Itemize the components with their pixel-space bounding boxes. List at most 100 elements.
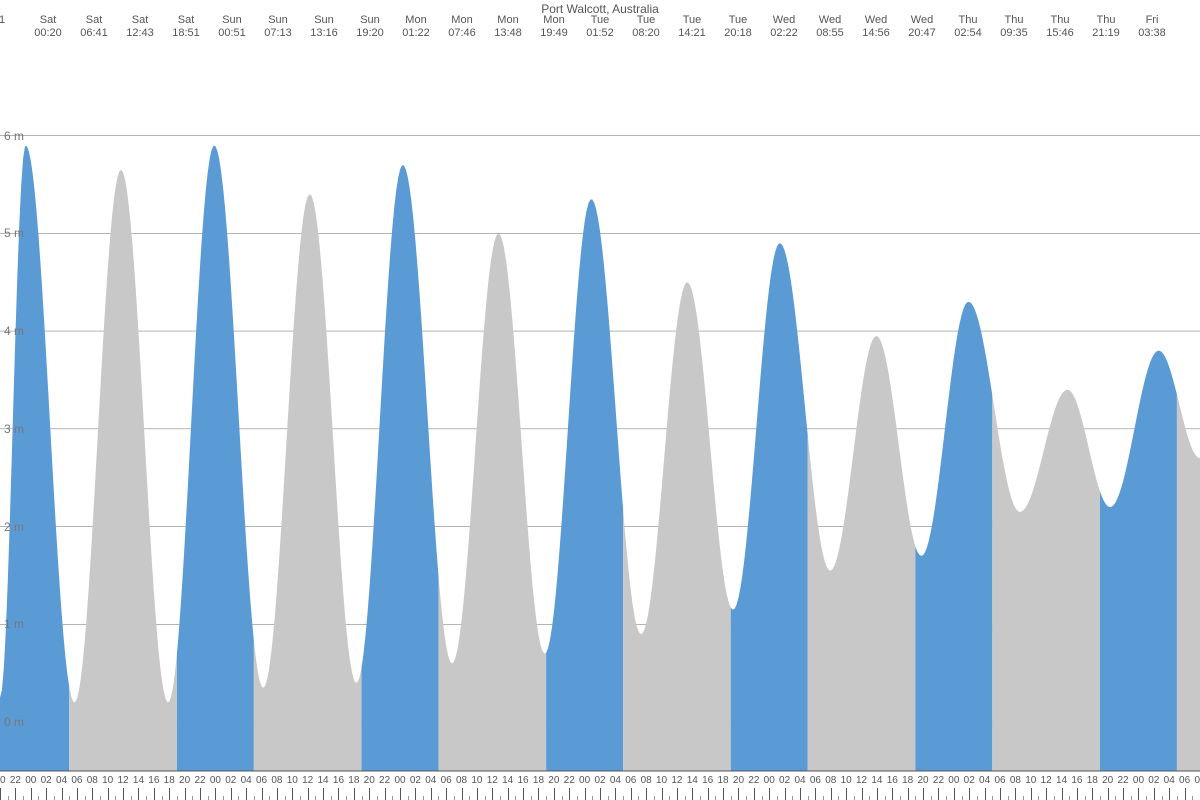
x-tick-major xyxy=(569,788,570,800)
x-tick-major xyxy=(615,788,616,800)
x-hour-label: 12 xyxy=(671,775,682,786)
x-tick-minor xyxy=(208,796,209,800)
x-tick-major xyxy=(677,788,678,800)
x-tick-minor xyxy=(823,796,824,800)
x-tick-minor xyxy=(731,796,732,800)
x-tick-major xyxy=(1138,788,1139,800)
x-hour-label: 18 xyxy=(348,775,359,786)
time-header-col: Thu15:46 xyxy=(1037,14,1083,40)
x-hour-label: 14 xyxy=(502,775,513,786)
x-hour-label: 02 xyxy=(1148,775,1159,786)
x-tick-major xyxy=(108,788,109,800)
time-header-col: Sat18:51 xyxy=(163,14,209,40)
x-tick-major xyxy=(785,788,786,800)
time-header-col: Sat12:43 xyxy=(117,14,163,40)
x-tick-major xyxy=(462,788,463,800)
tide-chart-root: Port Walcott, Australia 1Sat00:20Sat06:4… xyxy=(0,0,1200,800)
x-hour-label: 22 xyxy=(933,775,944,786)
x-tick-minor xyxy=(100,796,101,800)
x-tick-major xyxy=(554,788,555,800)
x-tick-minor xyxy=(946,796,947,800)
x-hour-label: 08 xyxy=(641,775,652,786)
x-tick-major xyxy=(77,788,78,800)
x-hour-label: 04 xyxy=(425,775,436,786)
x-hour-label: 06 xyxy=(625,775,636,786)
x-tick-major xyxy=(877,788,878,800)
time-header-col: Wed14:56 xyxy=(853,14,899,40)
x-tick-major xyxy=(969,788,970,800)
x-tick-minor xyxy=(762,796,763,800)
x-tick-minor xyxy=(869,796,870,800)
time-header-col: 1 xyxy=(0,14,25,27)
x-tick-minor xyxy=(238,796,239,800)
x-hour-label: 18 xyxy=(902,775,913,786)
x-tick-major xyxy=(1185,788,1186,800)
x-tick-minor xyxy=(408,796,409,800)
x-tick-major xyxy=(754,788,755,800)
tide-area-segment xyxy=(362,165,439,771)
x-tick-major xyxy=(354,788,355,800)
x-tick-minor xyxy=(1146,796,1147,800)
x-hour-label: 02 xyxy=(964,775,975,786)
x-tick-minor xyxy=(854,796,855,800)
x-tick-major xyxy=(1031,788,1032,800)
x-hour-label: 00 xyxy=(210,775,221,786)
x-hour-label: 06 xyxy=(441,775,452,786)
x-tick-major xyxy=(323,788,324,800)
x-tick-minor xyxy=(700,796,701,800)
x-tick-major xyxy=(400,788,401,800)
x-hour-label: 12 xyxy=(856,775,867,786)
x-tick-minor xyxy=(192,796,193,800)
x-tick-minor xyxy=(392,796,393,800)
x-tick-major xyxy=(1077,788,1078,800)
x-tick-minor xyxy=(423,796,424,800)
x-tick-minor xyxy=(900,796,901,800)
x-hour-label: 12 xyxy=(1041,775,1052,786)
x-axis: 20 22 00 02 04 06 08 10 12 14 16 18 20 22 00 02 04 06 08 10… xyxy=(0,770,1200,800)
y-tick-label: 6 m xyxy=(4,129,24,143)
x-hour-label: 08 xyxy=(825,775,836,786)
tide-area-segment xyxy=(992,390,1100,771)
time-header-col: Tue14:21 xyxy=(669,14,715,40)
x-tick-minor xyxy=(885,796,886,800)
time-header-col: Wed20:47 xyxy=(899,14,945,40)
x-hour-label: 02 xyxy=(779,775,790,786)
x-tick-minor xyxy=(792,796,793,800)
x-hour-label: 10 xyxy=(656,775,667,786)
x-hour-label: 20 xyxy=(0,775,6,786)
x-hour-label: 08 xyxy=(87,775,98,786)
x-tick-minor xyxy=(485,796,486,800)
x-tick-major xyxy=(985,788,986,800)
x-tick-major xyxy=(431,788,432,800)
x-hour-label: 04 xyxy=(979,775,990,786)
x-tick-minor xyxy=(977,796,978,800)
x-hour-label: 10 xyxy=(102,775,113,786)
x-tick-major xyxy=(15,788,16,800)
x-hour-label: 16 xyxy=(518,775,529,786)
x-tick-major xyxy=(446,788,447,800)
x-tick-minor xyxy=(623,796,624,800)
x-tick-minor xyxy=(346,796,347,800)
x-hour-label: 16 xyxy=(333,775,344,786)
x-tick-major xyxy=(277,788,278,800)
x-tick-major xyxy=(215,788,216,800)
x-tick-major xyxy=(1169,788,1170,800)
x-tick-minor xyxy=(669,796,670,800)
x-tick-minor xyxy=(146,796,147,800)
x-tick-minor xyxy=(962,796,963,800)
time-header-col: Sat06:41 xyxy=(71,14,117,40)
x-tick-major xyxy=(538,788,539,800)
x-tick-major xyxy=(862,788,863,800)
x-tick-major xyxy=(31,788,32,800)
x-tick-major xyxy=(154,788,155,800)
time-header-col: Sun13:16 xyxy=(301,14,347,40)
x-hour-label: 10 xyxy=(471,775,482,786)
x-tick-minor xyxy=(1177,796,1178,800)
x-tick-minor xyxy=(269,796,270,800)
x-hour-label: 00 xyxy=(948,775,959,786)
x-hour-label: 04 xyxy=(241,775,252,786)
x-tick-major xyxy=(292,788,293,800)
x-hour-label: 20 xyxy=(548,775,559,786)
x-hour-label: 22 xyxy=(1118,775,1129,786)
x-tick-minor xyxy=(1162,796,1163,800)
